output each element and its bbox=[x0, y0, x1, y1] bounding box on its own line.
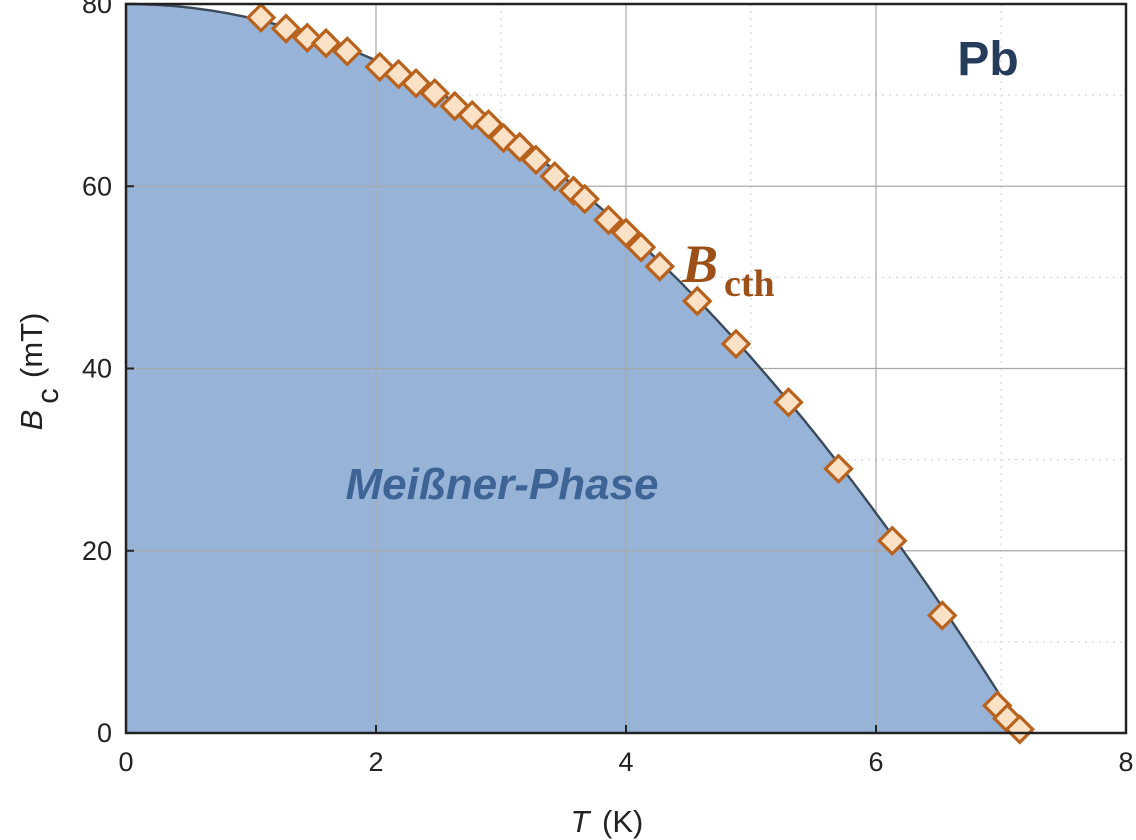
data-point bbox=[926, 600, 958, 631]
data-point bbox=[823, 453, 854, 484]
data-point bbox=[520, 144, 552, 176]
y-tick-label: 0 bbox=[97, 718, 112, 748]
element-label: Pb bbox=[957, 33, 1018, 86]
y-tick-label: 20 bbox=[82, 536, 112, 566]
series-label-subscript: cth bbox=[724, 263, 775, 305]
x-tick-label: 2 bbox=[368, 747, 383, 777]
data-point bbox=[364, 51, 396, 83]
x-axis-unit: (K) bbox=[602, 804, 643, 839]
region-label: Meißner-Phase bbox=[346, 460, 659, 509]
series-label-main: B bbox=[681, 234, 718, 294]
data-point bbox=[539, 160, 571, 192]
data-point bbox=[270, 13, 302, 44]
x-tick-label: 0 bbox=[118, 747, 133, 777]
data-point bbox=[681, 285, 713, 317]
x-tick-label: 8 bbox=[1118, 747, 1133, 777]
data-point bbox=[504, 131, 536, 163]
data-point bbox=[593, 204, 624, 236]
data-markers bbox=[245, 2, 1036, 745]
y-axis-title: B c (mT) bbox=[14, 313, 65, 431]
series-label: B cth bbox=[681, 234, 775, 305]
x-tick-label: 4 bbox=[618, 747, 633, 777]
y-axis-subscript: c bbox=[30, 388, 65, 404]
data-point bbox=[245, 2, 277, 33]
data-point bbox=[456, 99, 488, 131]
y-tick-label: 80 bbox=[82, 0, 112, 19]
x-tick-label: 6 bbox=[868, 747, 883, 777]
data-point bbox=[569, 183, 601, 215]
data-point bbox=[473, 109, 504, 140]
data-point bbox=[291, 22, 323, 53]
data-point bbox=[625, 232, 657, 263]
data-point bbox=[419, 78, 451, 109]
data-point bbox=[876, 525, 908, 556]
data-point bbox=[773, 386, 804, 418]
data-point bbox=[644, 251, 676, 282]
data-point bbox=[610, 217, 642, 248]
x-axis-title: T (K) bbox=[571, 804, 644, 839]
data-point bbox=[400, 68, 432, 99]
data-point bbox=[1004, 714, 1036, 745]
x-axis-symbol: T bbox=[571, 804, 592, 839]
data-point bbox=[310, 27, 342, 59]
y-tick-label: 60 bbox=[82, 171, 112, 201]
data-point bbox=[331, 36, 363, 67]
y-tick-label: 40 bbox=[82, 354, 112, 384]
y-axis-unit: (mT) bbox=[14, 313, 49, 378]
data-point bbox=[383, 58, 414, 90]
y-axis-symbol: B bbox=[14, 410, 49, 431]
data-point bbox=[720, 328, 752, 360]
data-point bbox=[488, 122, 519, 154]
